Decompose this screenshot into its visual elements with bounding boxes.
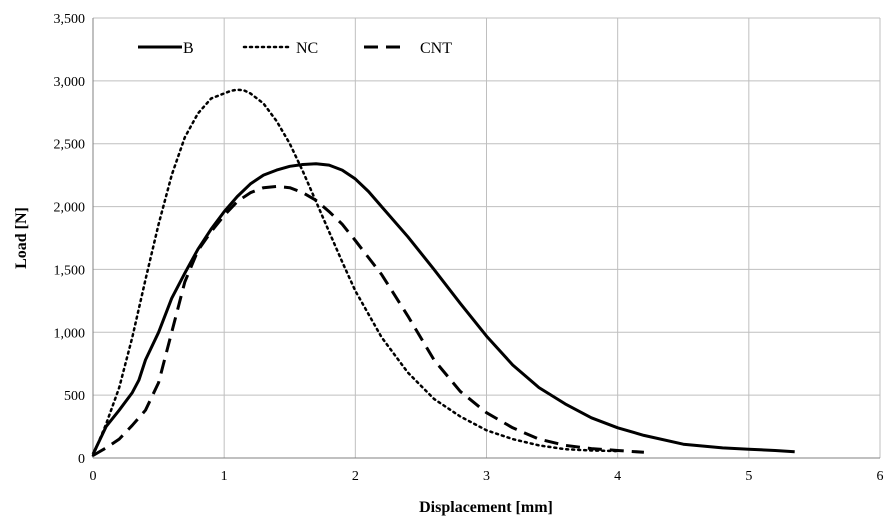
legend-label-cnt: CNT (420, 40, 452, 57)
y-tick-labels: 0 500 1,000 1,500 2,000 2,500 3,000 3,500 (54, 12, 86, 467)
data-series (91, 88, 795, 457)
x-tick-label: 1 (221, 469, 228, 484)
series-line-cnt (92, 185, 645, 457)
legend: B NC CNT (138, 40, 452, 57)
x-tick-label: 2 (352, 469, 359, 484)
x-tick-label: 4 (614, 469, 621, 484)
y-tick-label: 0 (78, 452, 85, 467)
series-line-nc (91, 88, 619, 457)
x-tick-label: 0 (90, 469, 97, 484)
x-tick-label: 6 (877, 469, 884, 484)
series-line-b (91, 162, 795, 455)
y-tick-label: 1,500 (54, 263, 86, 278)
axes (92, 18, 880, 459)
legend-label-nc: NC (296, 40, 318, 57)
y-axis-title: Load [N] (13, 207, 30, 269)
y-tick-label: 3,500 (54, 12, 86, 27)
x-tick-label: 3 (483, 469, 490, 484)
y-tick-label: 500 (64, 389, 85, 404)
legend-label-b: B (183, 40, 194, 57)
x-tick-label: 5 (745, 469, 752, 484)
y-tick-label: 3,000 (54, 75, 86, 90)
x-axis-title: Displacement [mm] (419, 499, 553, 516)
x-tick-labels: 0 1 2 3 4 5 6 (90, 469, 884, 484)
y-tick-label: 2,500 (54, 138, 86, 153)
y-tick-label: 2,000 (54, 201, 86, 216)
gridlines (93, 17, 881, 458)
y-tick-label: 1,000 (54, 326, 86, 341)
